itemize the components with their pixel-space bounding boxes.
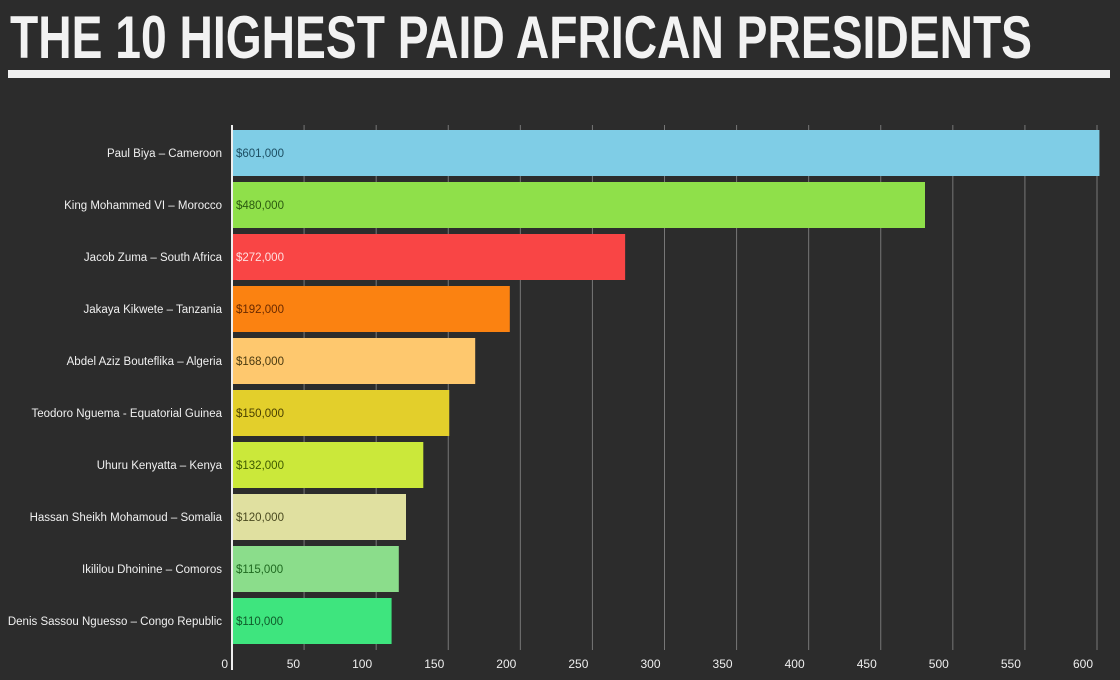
bar xyxy=(233,546,399,592)
data-label: $120,000 xyxy=(236,512,284,524)
x-tick-label: 50 xyxy=(287,657,301,671)
data-label: $272,000 xyxy=(236,252,284,264)
x-tick-label: 350 xyxy=(713,657,733,671)
data-label: $168,000 xyxy=(236,356,284,368)
x-tick-labels: 0 50 100 150 200 250 300 350 400 450 500 550 600 xyxy=(221,657,1093,671)
category-label: Denis Sassou Nguesso – Congo Republic xyxy=(8,616,222,628)
category-label: King Mohammed VI – Morocco xyxy=(64,200,222,212)
x-tick-label: 300 xyxy=(640,657,660,671)
category-label: Abdel Aziz Bouteflika – Algeria xyxy=(67,356,223,368)
x-tick-label: 250 xyxy=(568,657,588,671)
bar xyxy=(233,390,450,436)
category-label: Hassan Sheikh Mohamoud – Somalia xyxy=(30,512,223,524)
x-tick-label: 200 xyxy=(496,657,516,671)
x-tick-label: 0 xyxy=(221,657,228,671)
x-tick-label: 500 xyxy=(929,657,949,671)
bar xyxy=(233,234,626,280)
category-label: Jakaya Kikwete – Tanzania xyxy=(83,304,222,316)
title-underline xyxy=(8,70,1110,78)
bar xyxy=(233,182,925,228)
x-tick-label: 450 xyxy=(857,657,877,671)
bars: Paul Biya – Cameroon $601,000 King Mohamme… xyxy=(8,130,1100,644)
x-tick-label: 600 xyxy=(1073,657,1093,671)
x-tick-label: 100 xyxy=(352,657,372,671)
data-label: $110,000 xyxy=(236,616,283,628)
chart-title: THE 10 HIGHEST PAID AFRICAN PRESIDENTS xyxy=(10,4,1032,71)
bar xyxy=(233,286,510,332)
category-label: Jacob Zuma – South Africa xyxy=(84,252,223,264)
data-label: $601,000 xyxy=(236,148,284,160)
x-tick-label: 400 xyxy=(785,657,805,671)
x-tick-label: 550 xyxy=(1001,657,1021,671)
bar xyxy=(233,130,1100,176)
bar xyxy=(233,598,392,644)
bar xyxy=(233,494,406,540)
data-label: $150,000 xyxy=(236,408,284,420)
data-label: $132,000 xyxy=(236,460,284,472)
category-label: Ikililou Dhoinine – Comoros xyxy=(82,564,222,576)
bar xyxy=(233,442,424,488)
data-label: $480,000 xyxy=(236,200,284,212)
data-label: $192,000 xyxy=(236,304,284,316)
x-tick-label: 150 xyxy=(424,657,444,671)
category-label: Uhuru Kenyatta – Kenya xyxy=(97,460,223,472)
data-label: $115,000 xyxy=(236,564,283,576)
category-label: Teodoro Nguema - Equatorial Guinea xyxy=(31,408,222,420)
category-label: Paul Biya – Cameroon xyxy=(107,148,222,160)
bar xyxy=(233,338,476,384)
